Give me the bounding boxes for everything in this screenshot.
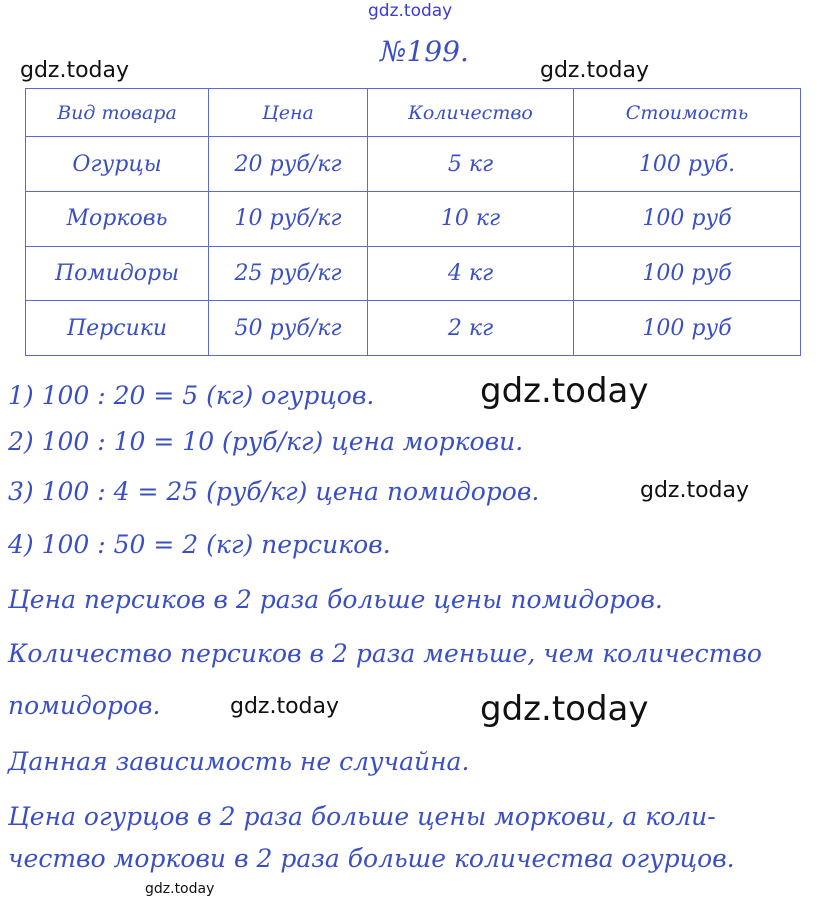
cell: 100 руб	[573, 191, 801, 247]
watermark: gdz.today	[20, 58, 130, 83]
watermark: gdz.today	[540, 58, 650, 83]
conclusion-line: Цена огурцов в 2 раза больше цены морков…	[8, 802, 716, 831]
cell: 20 руб/кг	[208, 136, 368, 192]
watermark: gdz.today	[480, 371, 649, 411]
table-row: Помидоры 25 руб/кг 4 кг 100 руб	[25, 245, 801, 302]
table-header-row: Вид товара Цена Количество Стоимость	[25, 87, 801, 138]
conclusion-line: чество моркови в 2 раза больше количеств…	[8, 844, 735, 873]
conclusion-line: Количество персиков в 2 раза меньше, чем…	[8, 639, 762, 668]
conclusion-line: Цена персиков в 2 раза больше цены помид…	[8, 585, 663, 614]
watermark: gdz.today	[480, 689, 649, 729]
cell: Огурцы	[25, 136, 209, 192]
table-row: Морковь 10 руб/кг 10 кг 100 руб	[25, 191, 801, 247]
goods-table: Вид товара Цена Количество Стоимость Огу…	[25, 87, 801, 356]
cell: 10 руб/кг	[208, 191, 368, 247]
cell: 100 руб	[573, 300, 801, 356]
header-cell: Стоимость	[573, 87, 801, 138]
cell: 100 руб	[573, 245, 801, 302]
header-cell: Вид товара	[25, 87, 209, 138]
cell: 100 руб.	[573, 136, 801, 192]
cell: Персики	[25, 300, 209, 356]
conclusion-line: помидоров.	[8, 691, 161, 720]
watermark: gdz.today	[640, 478, 750, 503]
problem-number: №199.	[380, 35, 469, 68]
table-row: Огурцы 20 руб/кг 5 кг 100 руб.	[25, 136, 801, 192]
solution-line: 1) 100 : 20 = 5 (кг) огурцов.	[8, 381, 375, 410]
solution-line: 2) 100 : 10 = 10 (руб/кг) цена моркови.	[8, 427, 524, 456]
table-row: Персики 50 руб/кг 2 кг 100 руб	[25, 300, 801, 356]
header-cell: Цена	[208, 87, 368, 138]
header-cell: Количество	[367, 87, 574, 138]
cell: Морковь	[25, 191, 209, 247]
solution-line: 4) 100 : 50 = 2 (кг) персиков.	[8, 530, 391, 559]
solution-line: 3) 100 : 4 = 25 (руб/кг) цена помидоров.	[8, 477, 540, 506]
cell: 50 руб/кг	[208, 300, 368, 356]
cell: 5 кг	[367, 136, 574, 192]
cell: 10 кг	[367, 191, 574, 247]
watermark: gdz.today	[230, 694, 340, 719]
cell: 4 кг	[367, 245, 574, 302]
cell: Помидоры	[25, 245, 209, 302]
cell: 25 руб/кг	[208, 245, 368, 302]
conclusion-line: Данная зависимость не случайна.	[8, 747, 470, 776]
cell: 2 кг	[367, 300, 574, 356]
watermark: gdz.today	[145, 881, 215, 897]
watermark: gdz.today	[368, 1, 453, 21]
